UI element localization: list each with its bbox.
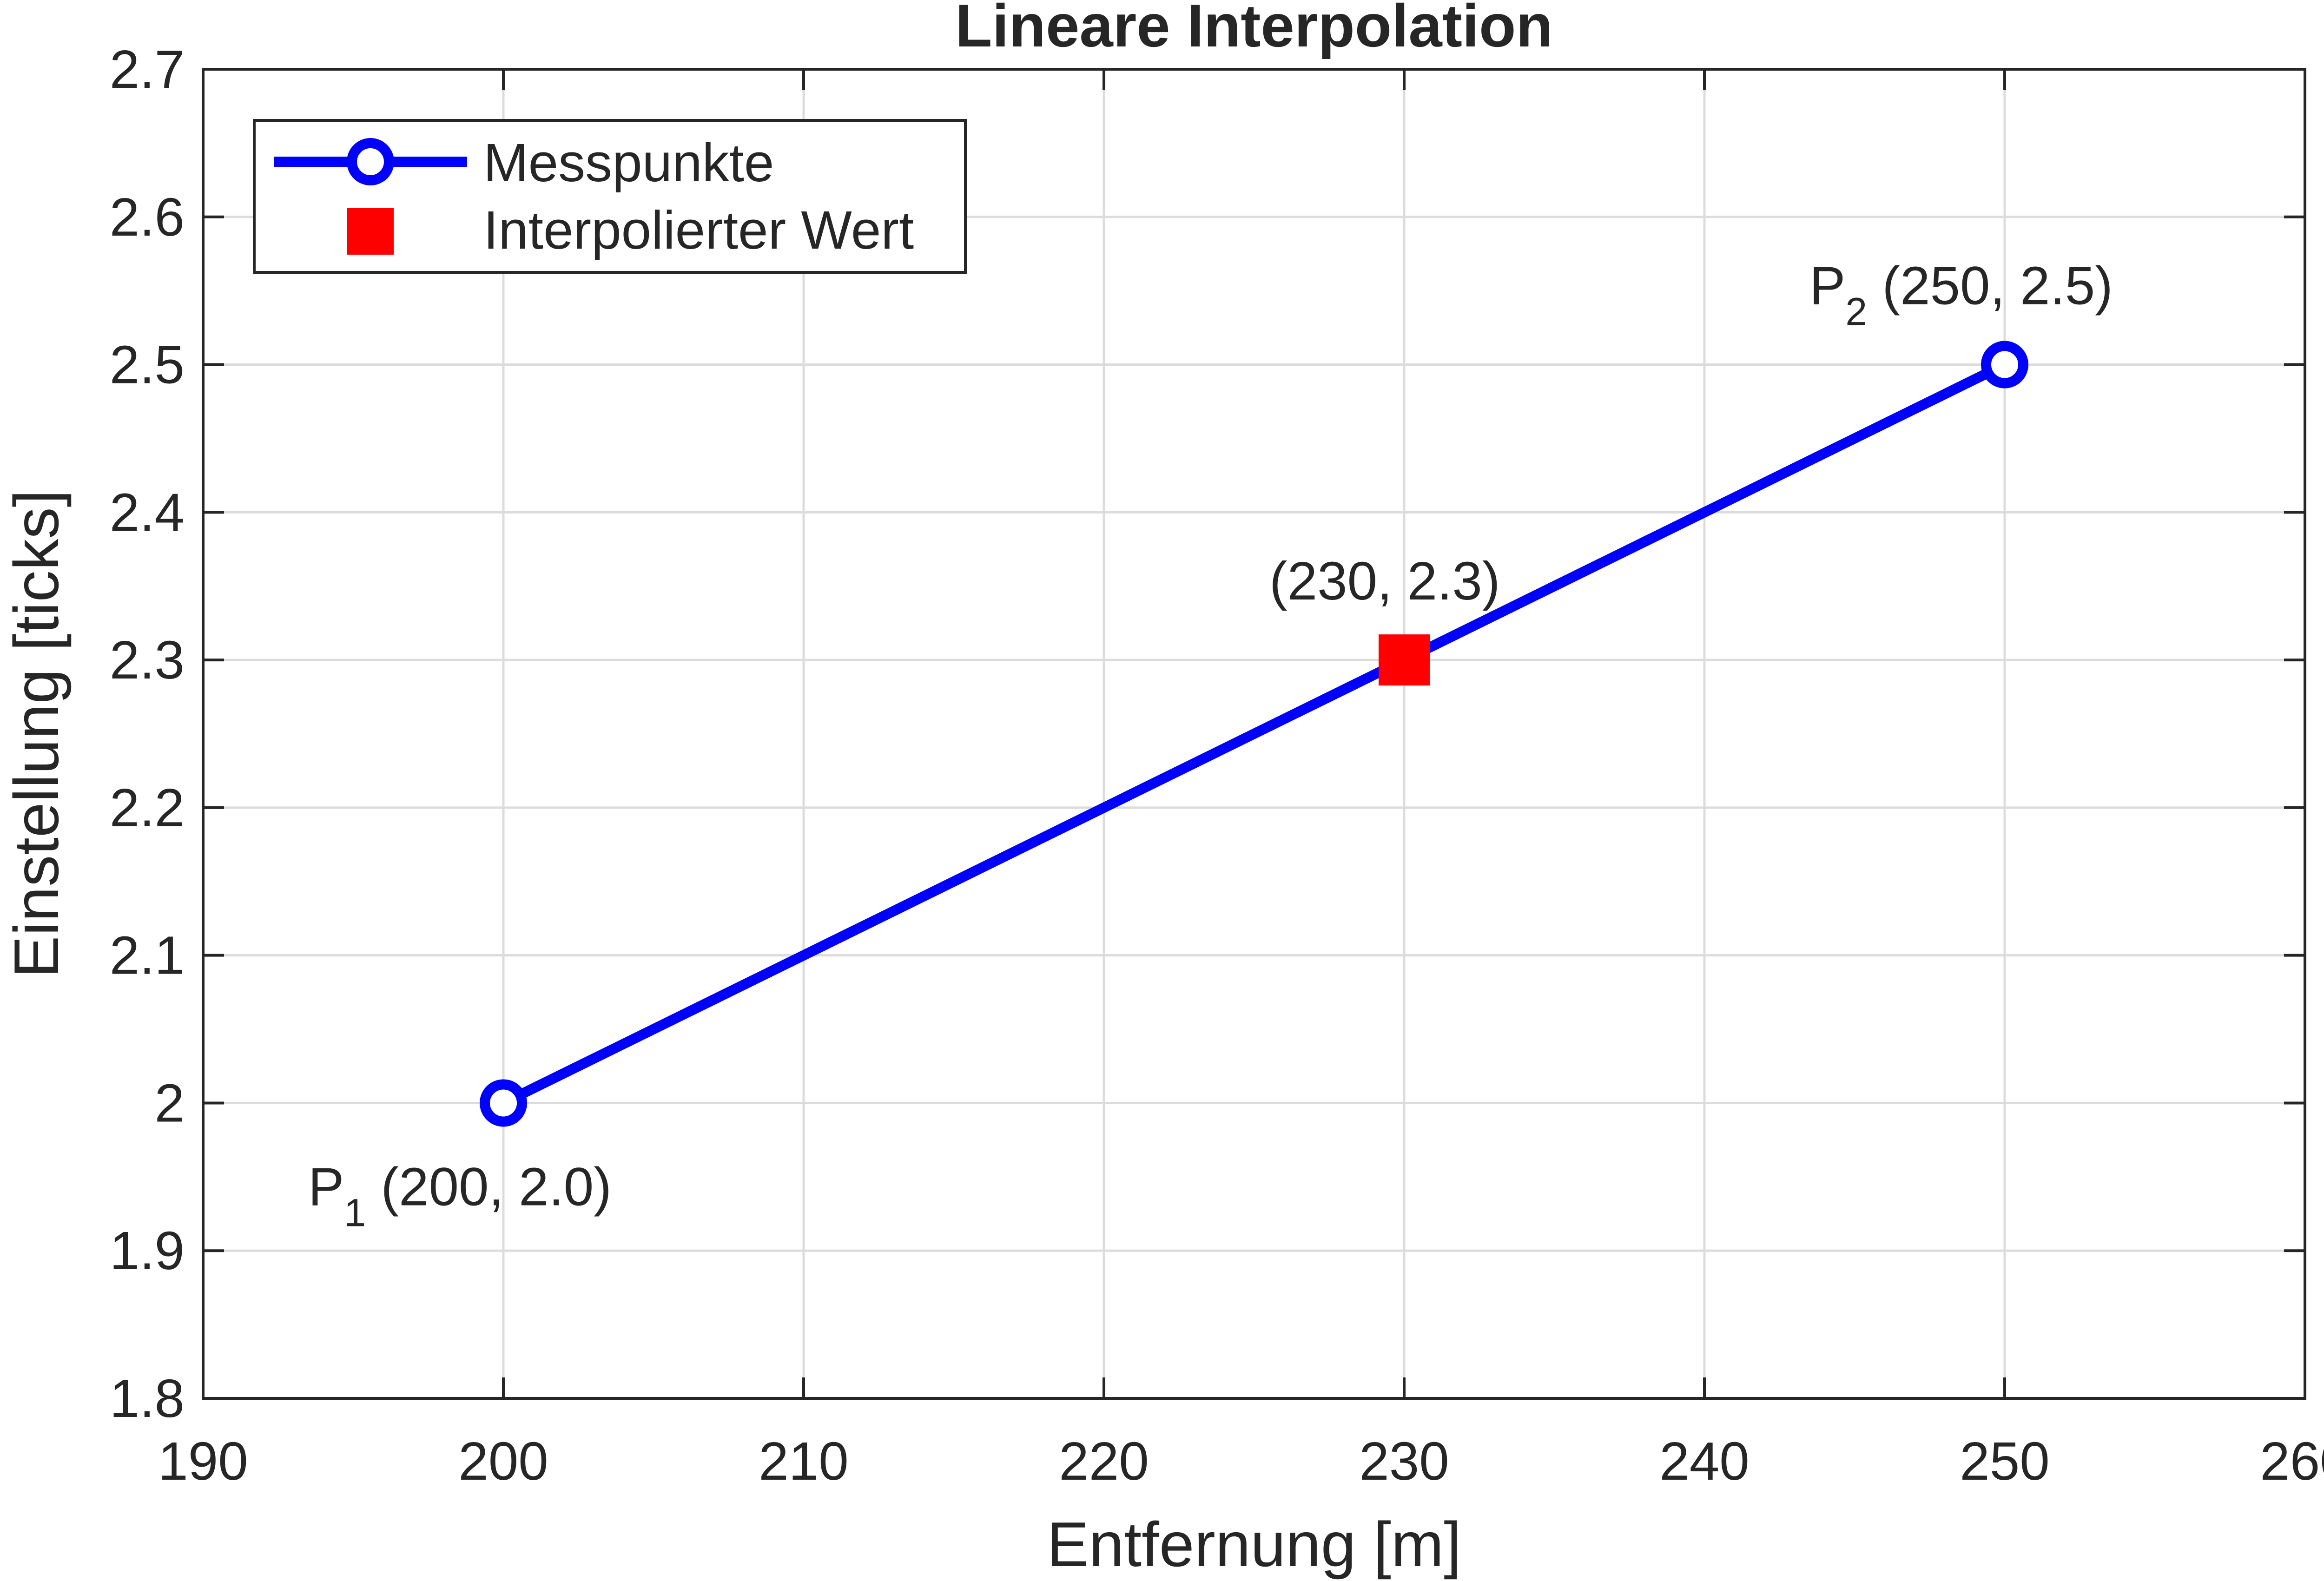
y-tick-label: 2.6 (110, 187, 185, 247)
y-tick-label: 2.3 (110, 630, 185, 690)
y-tick-label: 2.5 (110, 335, 185, 395)
x-tick-label: 260 (2260, 1431, 2324, 1491)
data-point-messpunkte (480, 1079, 527, 1127)
legend-label-messpunkte: Messpunkte (483, 132, 774, 193)
chart-title: Lineare Interpolation (955, 0, 1553, 59)
y-tick-label: 2.4 (110, 482, 185, 542)
ticks: 190 200 210 220 230 240 250 260 1.8 1.9 2 2.1 2.2 2.3… (110, 39, 2324, 1491)
annotation-label: P2 (250, 2.5) (1809, 256, 2113, 334)
legend-square-marker (347, 208, 394, 255)
y-tick-label: 2 (154, 1073, 185, 1133)
x-tick-label: 200 (458, 1431, 548, 1491)
legend-circle-marker (347, 138, 394, 185)
series-layer (480, 341, 2028, 1127)
annotation-label: (230, 2.3) (1269, 551, 1500, 611)
plot-area-border (202, 68, 2306, 1400)
y-tick-label: 2.2 (110, 777, 185, 838)
x-tick-label: 250 (1960, 1431, 2050, 1491)
annotations: P1 (200, 2.0) (230, 2.3) P2 (250, 2.5) (308, 256, 2113, 1235)
y-tick-label: 1.9 (110, 1220, 185, 1281)
y-tick-label: 2.7 (110, 39, 185, 99)
x-tick-label: 230 (1359, 1431, 1449, 1491)
x-tick-label: 190 (158, 1431, 248, 1491)
data-point-interpoliert (1379, 634, 1430, 686)
x-tick-label: 220 (1059, 1431, 1149, 1491)
x-tick-label: 240 (1659, 1431, 1750, 1491)
y-tick-label: 2.1 (110, 925, 185, 986)
x-axis-label: Entfernung [m] (1047, 1509, 1461, 1580)
data-point-messpunkte (1981, 341, 2028, 389)
series-line-messpunkte (501, 360, 2007, 1108)
legend-label-interpoliert: Interpolierter Wert (483, 200, 914, 260)
annotation-label: P1 (200, 2.0) (308, 1156, 612, 1234)
y-axis-label: Einstellung [ticks] (1, 490, 72, 978)
legend: Messpunkte Interpolierter Wert (253, 119, 967, 274)
y-tick-label: 1.8 (110, 1368, 185, 1429)
x-tick-label: 210 (759, 1431, 849, 1491)
